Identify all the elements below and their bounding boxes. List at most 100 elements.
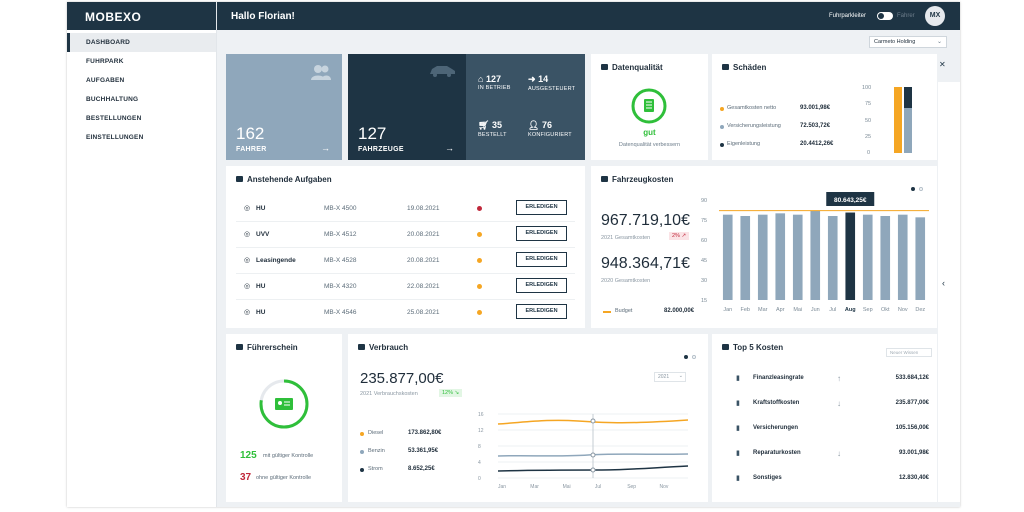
chart-bar[interactable] <box>915 217 926 300</box>
chart-bar[interactable] <box>862 214 873 300</box>
stat-bestellt[interactable]: 🛒︎ 35 BESTELLT <box>478 120 507 138</box>
y-tick: 30 <box>701 278 707 284</box>
topbar: Hallo Florian! Fuhrparkleiter Fahrer MX <box>217 2 960 30</box>
erledigen-button[interactable]: ERLEDIGEN <box>516 200 567 215</box>
sidebar-item-fuhrpark[interactable]: FUHRPARK <box>86 58 124 65</box>
sidebar-item-aufgaben[interactable]: AUFGABEN <box>86 77 125 84</box>
y-tick: 15 <box>701 298 707 304</box>
task-icon: ◎ <box>244 283 251 290</box>
car-icon <box>236 176 243 182</box>
task-type: HU <box>256 205 266 212</box>
chart-bar[interactable] <box>740 216 751 300</box>
trend-icon: ↓ <box>837 449 841 458</box>
series-line[interactable] <box>497 465 689 472</box>
fahrzeugkosten-title: Fahrzeugkosten <box>601 175 673 184</box>
top5-value: 12.830,40€ <box>898 475 929 481</box>
pager-dots[interactable] <box>683 346 696 364</box>
legend-value: 173.862,80€ <box>408 430 442 436</box>
y-tick: 75 <box>701 218 707 224</box>
chart-bar[interactable] <box>845 212 856 300</box>
datenqualitaet-title: Datenqualität <box>601 63 663 72</box>
x-tick: Mar <box>758 307 768 313</box>
y-tick: 0 <box>478 476 481 482</box>
chart-bar[interactable] <box>880 216 891 300</box>
fuel-icon <box>358 344 365 350</box>
avatar[interactable]: MX <box>925 6 945 26</box>
greeting: Hallo Florian! <box>231 11 295 22</box>
top5-row[interactable]: ▮ Versicherungen 105.156,00€ <box>712 424 937 444</box>
role-toggle[interactable] <box>877 12 893 20</box>
schaeden-bar-eigen <box>904 87 912 108</box>
task-plate: MB-X 4528 <box>324 257 357 264</box>
fahrzeugkosten-card: Fahrzeugkosten 967.719,10€ 2021 Gesamtko… <box>591 166 937 328</box>
x-tick: Jul <box>829 307 836 313</box>
cart-icon: 🛒︎ <box>478 120 490 130</box>
task-date: 22.08.2021 <box>407 283 440 290</box>
top5-filter[interactable]: Neuer Wissen <box>886 348 932 357</box>
right-panel-edge <box>938 82 960 502</box>
series-line[interactable] <box>497 453 689 457</box>
arrow-right-icon: → <box>321 143 330 153</box>
chart-bar[interactable] <box>757 214 768 300</box>
pager-dots[interactable] <box>910 178 923 196</box>
erledigen-button[interactable]: ERLEDIGEN <box>516 226 567 241</box>
chart-bar[interactable] <box>722 214 733 300</box>
sidebar-item-einstellungen[interactable]: EINSTELLUNGEN <box>86 134 144 141</box>
row-divider <box>236 299 575 300</box>
verbrauch-total: 235.877,00€ <box>360 370 444 387</box>
datenqualitaet-link[interactable]: Datenqualität verbessern <box>618 142 681 148</box>
legend-label: Strom <box>368 466 383 472</box>
x-tick: Jan <box>723 307 732 313</box>
erledigen-button[interactable]: ERLEDIGEN <box>516 252 567 267</box>
sidebar-item-buchhaltung[interactable]: BUCHHALTUNG <box>86 96 139 103</box>
chart-bar[interactable] <box>775 213 786 300</box>
fahrzeuge-tile[interactable]: 127 FAHRZEUGE → <box>348 54 466 160</box>
fahrzeugkosten-2021-label: 2021 Gesamtkosten <box>601 235 651 241</box>
datenqualitaet-ring <box>631 88 667 124</box>
stat-konfiguriert[interactable]: 👤︎ 76 KONFIGURIERT <box>528 120 572 138</box>
y-tick: 45 <box>701 258 707 264</box>
year-select[interactable]: 2021 ⌄ <box>654 372 686 382</box>
erledigen-button[interactable]: ERLEDIGEN <box>516 304 567 319</box>
task-plate: MB-X 4320 <box>324 283 357 290</box>
y-tick: 0 <box>867 150 871 156</box>
valid-label: mit gültiger Kontrolle <box>263 453 314 459</box>
valid-count: 125 <box>240 450 257 461</box>
top5-row[interactable]: ▮ Finanzleasingrate ↑ 533.684,12€ <box>712 374 937 394</box>
fuehrerschein-ring <box>259 379 309 429</box>
sidebar-item-bestellungen[interactable]: BESTELLUNGEN <box>86 115 142 122</box>
row-divider <box>236 273 575 274</box>
y-tick: 12 <box>478 428 484 434</box>
x-tick: Sep <box>627 484 636 490</box>
task-icon: ◎ <box>244 257 251 264</box>
settings-icon[interactable]: ✕ <box>939 60 946 69</box>
car-icon <box>428 64 456 81</box>
fuehrerschein-card: Führerschein 125 mit gültiger Kontrolle … <box>226 334 342 502</box>
top5-row[interactable]: ▮ Reparaturkosten ↓ 93.001,98€ <box>712 449 937 469</box>
y-tick: 60 <box>701 238 707 244</box>
chart-bar[interactable] <box>827 216 838 300</box>
stat-ausgesteuert[interactable]: ➜ 14 AUSGESTEUERT <box>528 74 576 92</box>
erledigen-button[interactable]: ERLEDIGEN <box>516 278 567 293</box>
chevron-left-icon[interactable]: ‹ <box>942 278 945 288</box>
arrow-right-icon: ➜ <box>528 74 536 84</box>
fahrzeugkosten-2020-label: 2020 Gesamtkosten <box>601 278 651 284</box>
sidebar-item-dashboard[interactable]: DASHBOARD <box>67 33 216 52</box>
chart-bar[interactable] <box>810 210 821 300</box>
top5-row[interactable]: ▮ Kraftstoffkosten ↓ 235.877,00€ <box>712 399 937 419</box>
aufgaben-title: Anstehende Aufgaben <box>236 175 332 184</box>
hover-point <box>590 418 596 424</box>
legend-dot <box>720 107 724 111</box>
chart-bar[interactable] <box>792 214 803 300</box>
chart-bar[interactable] <box>897 214 908 300</box>
company-select[interactable]: Carmeto Holding ⌄ <box>869 36 947 48</box>
x-tick: Aug <box>845 307 856 313</box>
x-tick: Mai <box>563 484 571 490</box>
trend-icon: ↓ <box>837 399 841 408</box>
stat-in-betrieb[interactable]: ⌂ 127 IN BETRIEB <box>478 74 511 91</box>
schaeden-bar-gesamt <box>894 87 902 153</box>
top5-row[interactable]: ▮ Sonstiges 12.830,40€ <box>712 474 937 494</box>
series-line[interactable] <box>497 419 689 425</box>
legend-label: Diesel <box>368 430 384 436</box>
fahrer-tile[interactable]: 162 FAHRER → <box>226 54 342 160</box>
